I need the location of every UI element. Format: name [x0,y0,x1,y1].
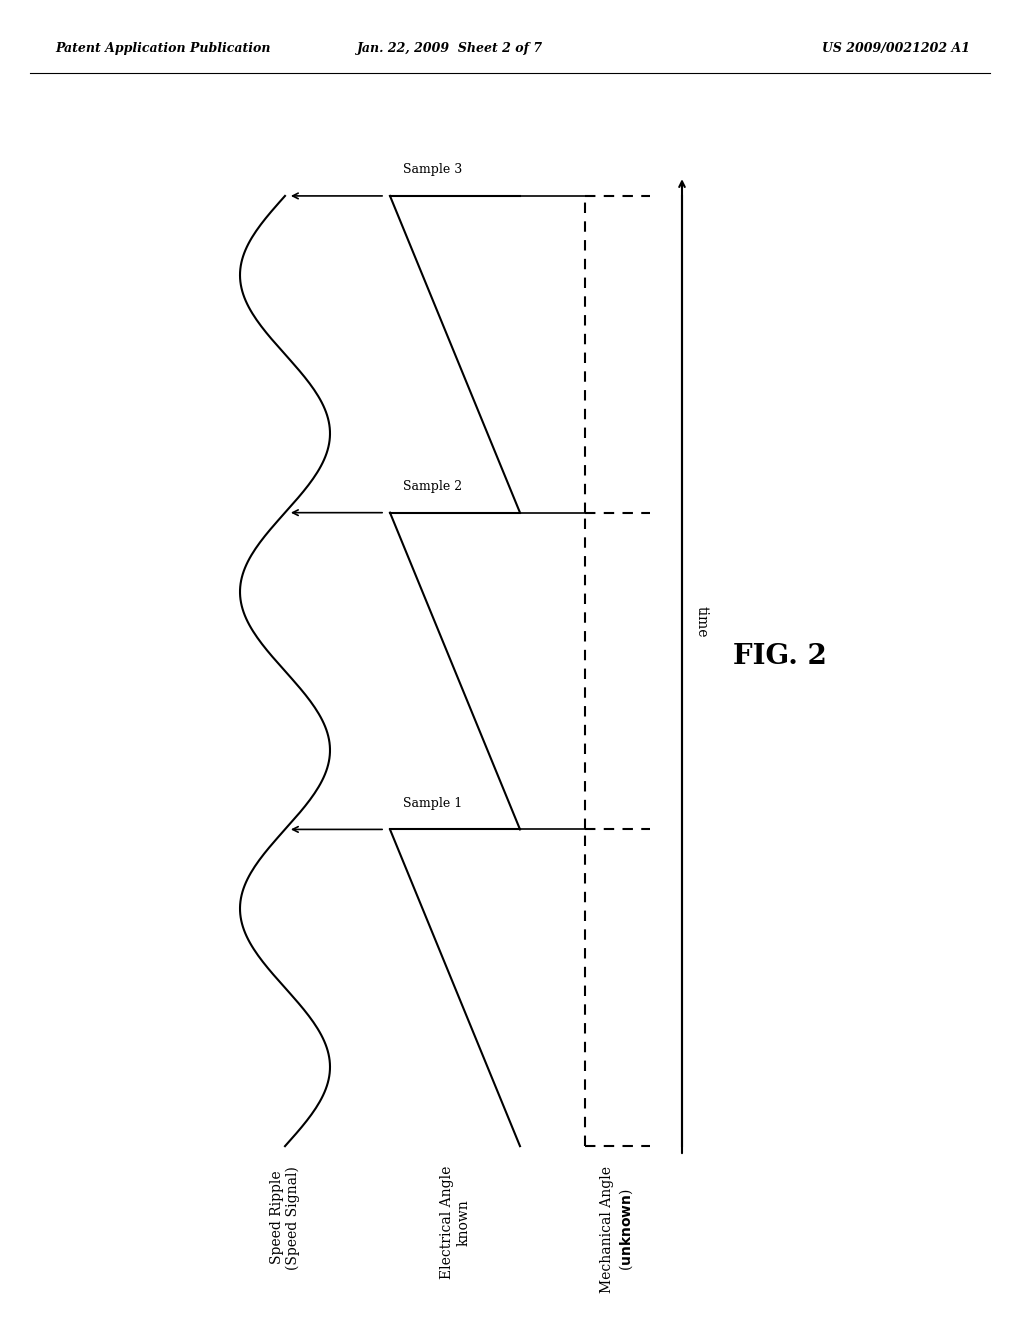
Text: Electrical Angle
known: Electrical Angle known [440,1166,470,1279]
Text: FIG. 2: FIG. 2 [733,643,827,669]
Text: Sample 3: Sample 3 [402,164,462,177]
Text: Jan. 22, 2009  Sheet 2 of 7: Jan. 22, 2009 Sheet 2 of 7 [357,42,543,55]
Text: Speed Ripple
(Speed Signal): Speed Ripple (Speed Signal) [269,1166,300,1270]
Text: US 2009/0021202 A1: US 2009/0021202 A1 [822,42,970,55]
Text: Patent Application Publication: Patent Application Publication [55,42,270,55]
Text: time: time [695,606,709,638]
Text: Mechanical Angle
($\mathbf{unknown}$): Mechanical Angle ($\mathbf{unknown}$) [600,1166,635,1292]
Text: Sample 2: Sample 2 [402,480,462,494]
Text: Sample 1: Sample 1 [402,797,462,810]
